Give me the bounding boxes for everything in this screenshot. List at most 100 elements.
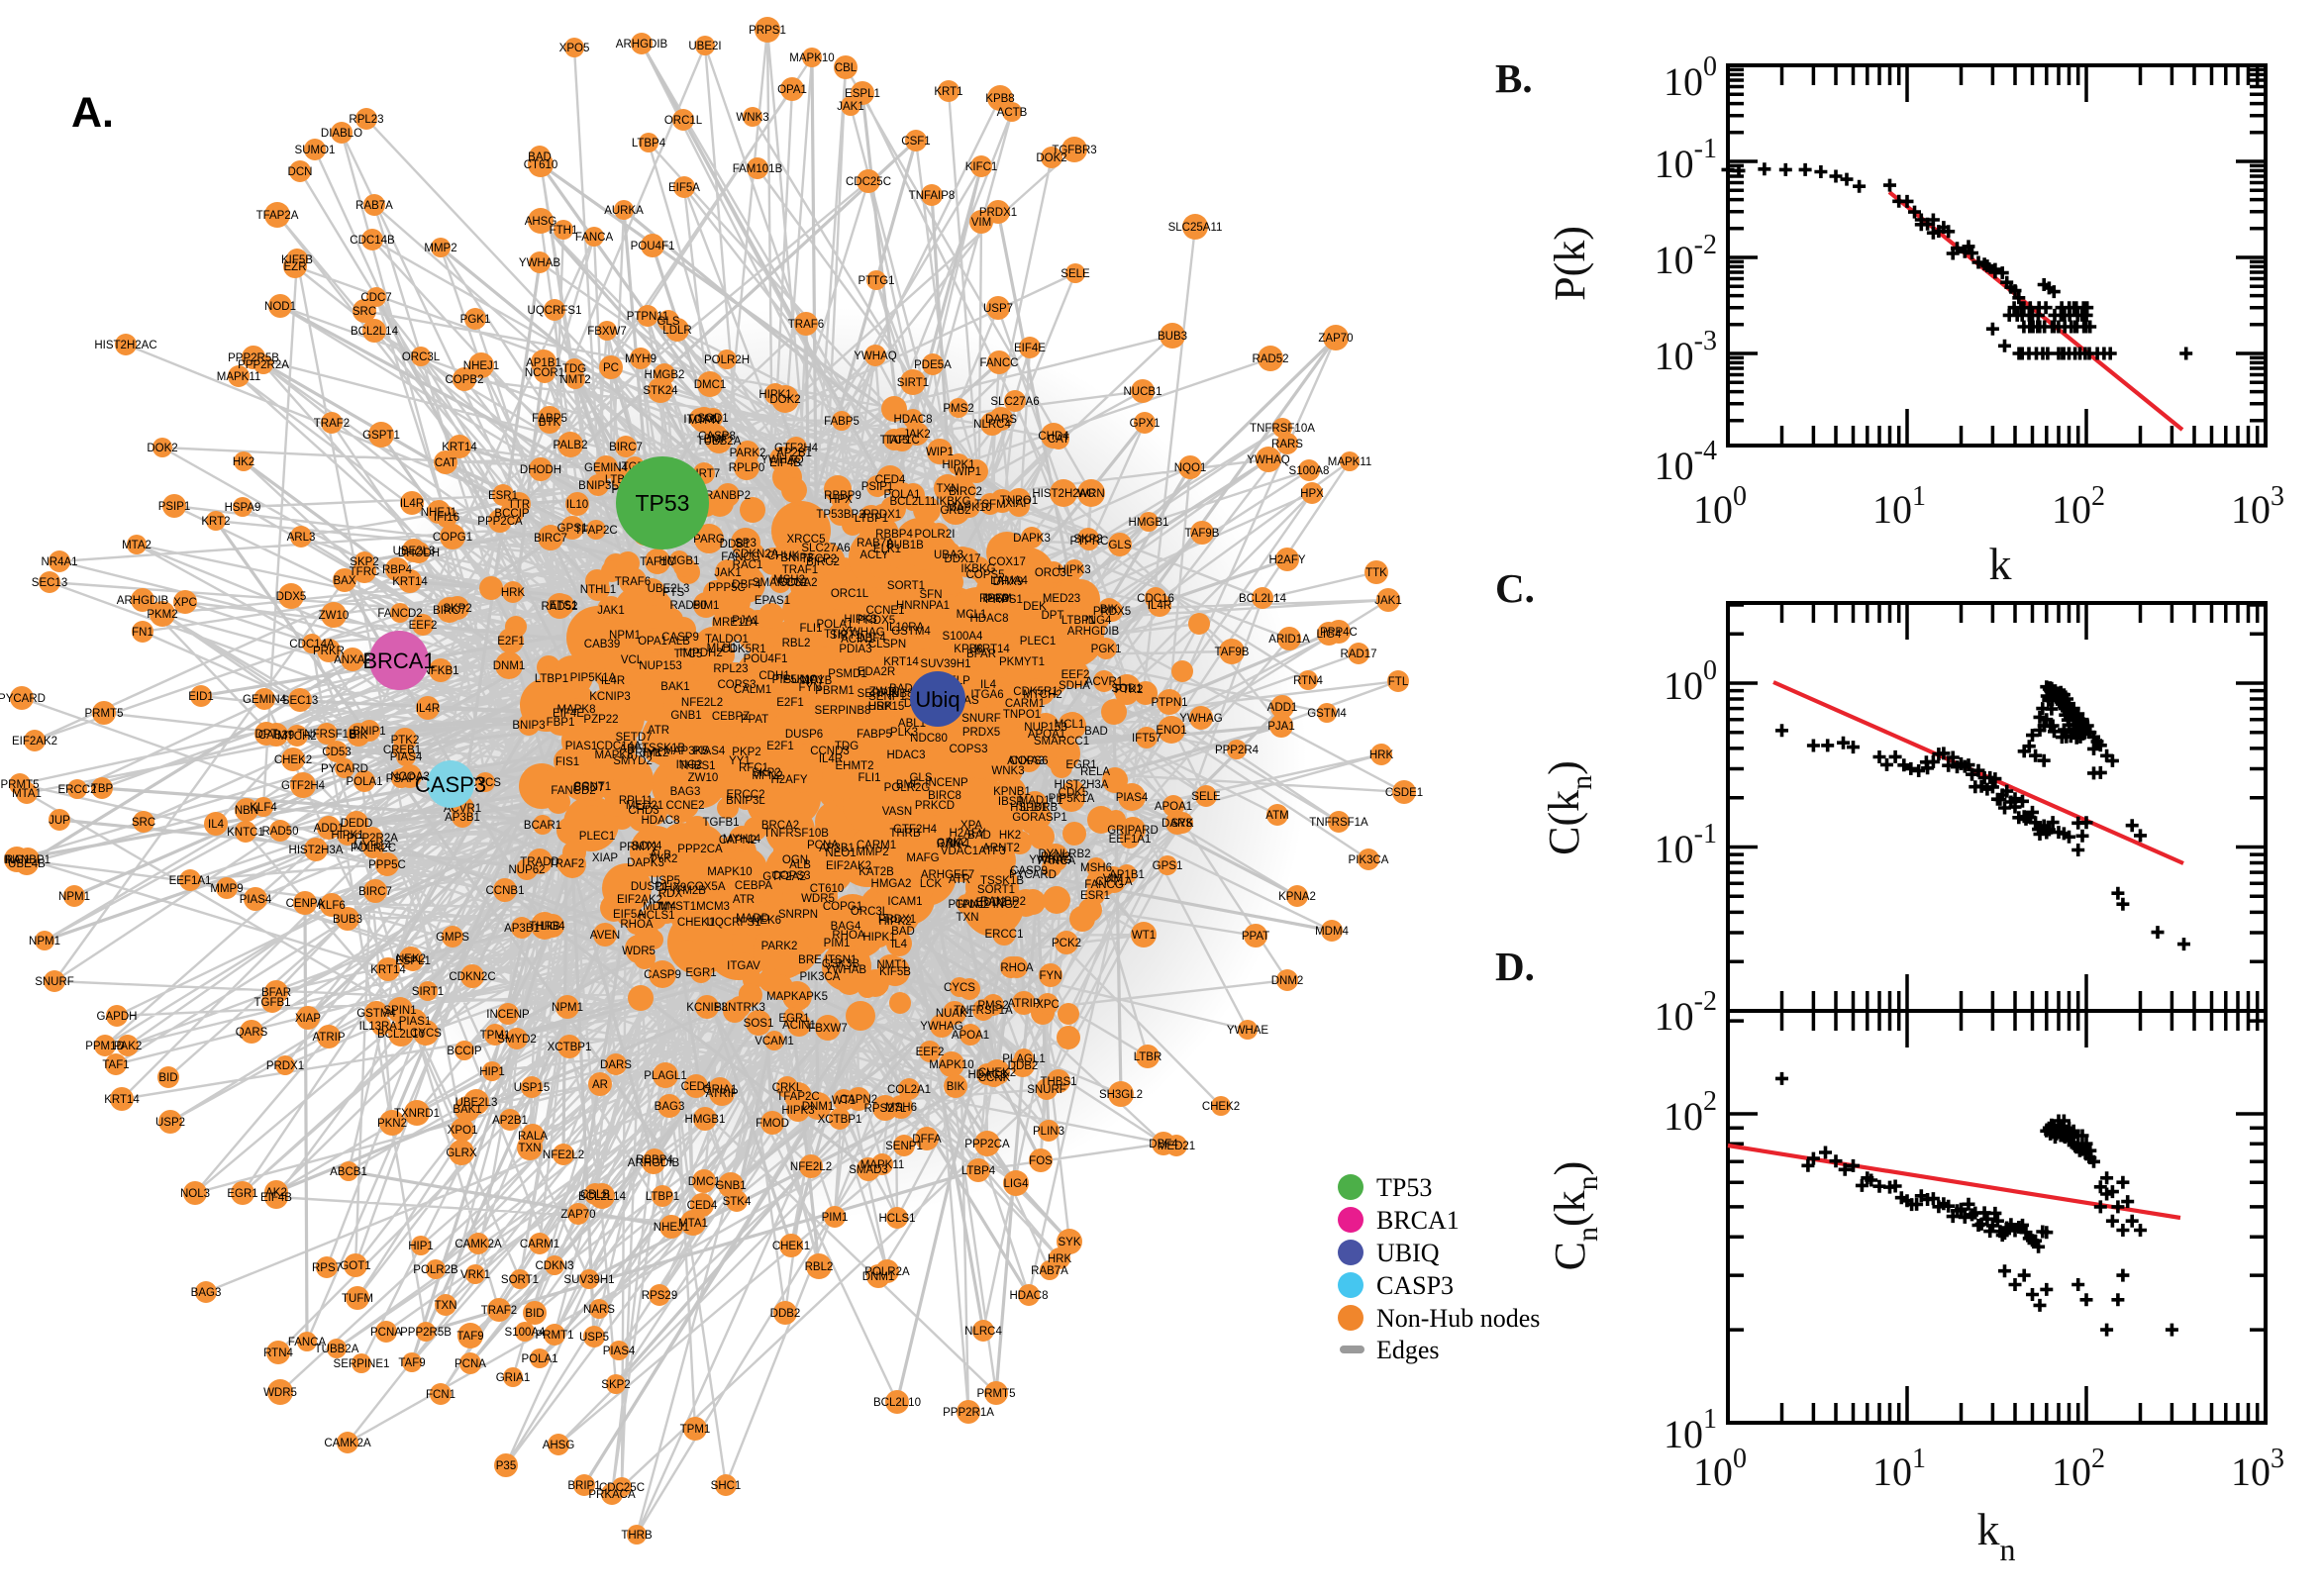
svg-text:ITGAV: ITGAV [727,960,760,972]
svg-text:SIRT1: SIRT1 [412,986,444,998]
svg-text:ESR1: ESR1 [488,490,518,502]
svg-text:DEK: DEK [1023,601,1047,613]
svg-text:TBP: TBP [91,783,114,795]
svg-text:Edges: Edges [1376,1336,1440,1364]
svg-text:SETD7: SETD7 [615,732,652,744]
svg-text:FLI1: FLI1 [858,772,880,784]
svg-text:IBSP: IBSP [998,796,1025,808]
svg-text:PPAT: PPAT [741,714,768,726]
svg-text:HCLS1: HCLS1 [878,1213,915,1225]
svg-text:MRE11A: MRE11A [712,617,757,629]
svg-text:BRCA2: BRCA2 [761,820,799,832]
svg-text:ATRIP: ATRIP [705,1088,738,1100]
svg-text:A.: A. [71,89,114,137]
svg-text:SUMO1: SUMO1 [295,145,336,156]
svg-text:CASP8: CASP8 [698,431,736,443]
svg-text:GPS1: GPS1 [557,523,588,535]
svg-text:WRN: WRN [1077,488,1104,500]
svg-text:PTPN11: PTPN11 [627,311,669,323]
svg-text:MMP9: MMP9 [210,883,243,895]
svg-text:HIPK1: HIPK1 [331,830,363,842]
svg-text:MAFG: MAFG [906,852,939,864]
svg-text:CDKN2C: CDKN2C [449,971,495,983]
svg-text:RFC1: RFC1 [739,762,768,774]
svg-text:GTF2H4: GTF2H4 [893,824,938,836]
svg-text:BMF: BMF [704,434,728,446]
svg-text:BAD: BAD [889,683,913,695]
svg-text:HDAC8: HDAC8 [970,613,1009,625]
svg-text:IL4R: IL4R [400,498,424,510]
svg-text:IL4: IL4 [208,819,225,831]
svg-text:TRAF2: TRAF2 [481,1305,517,1317]
svg-text:LIG4: LIG4 [1317,629,1343,641]
svg-text:INCENP: INCENP [925,777,968,789]
svg-text:P(k): P(k) [1546,226,1594,301]
svg-text:ABCB1: ABCB1 [330,1166,367,1178]
svg-text:AP2B1: AP2B1 [776,448,812,459]
svg-text:CDC14A: CDC14A [289,639,335,650]
svg-text:CAPN2: CAPN2 [840,1094,877,1106]
svg-text:FANCD2: FANCD2 [377,608,422,620]
svg-text:MED23: MED23 [1043,593,1080,605]
svg-text:CHEK1: CHEK1 [677,917,715,929]
svg-text:WDR5: WDR5 [263,1387,297,1399]
svg-text:RAB7A: RAB7A [355,200,393,212]
svg-text:HCLS1: HCLS1 [638,910,674,922]
svg-text:IL4: IL4 [980,679,997,691]
svg-text:HIPK1: HIPK1 [942,459,974,471]
svg-text:PIK3CA: PIK3CA [800,971,841,983]
svg-text:MSH2: MSH2 [773,574,805,586]
svg-text:RPS3: RPS3 [979,593,1009,605]
svg-text:HRK: HRK [868,701,893,713]
svg-text:CED4: CED4 [687,1200,718,1212]
svg-text:SENP1: SENP1 [885,1141,923,1152]
svg-text:SPIN1: SPIN1 [383,1005,416,1017]
svg-text:CAPN2: CAPN2 [719,835,757,847]
svg-text:SP3: SP3 [735,538,757,549]
svg-text:BCCIP: BCCIP [494,508,529,520]
svg-text:SMARCC1: SMARCC1 [1034,736,1089,748]
svg-text:GSTM4: GSTM4 [891,626,931,638]
svg-text:DAPK3: DAPK3 [1013,533,1051,545]
svg-text:FTH1: FTH1 [550,225,578,237]
svg-text:THRB: THRB [889,828,921,840]
svg-text:RANBP2: RANBP2 [705,490,751,502]
svg-text:WIP1: WIP1 [954,466,981,478]
svg-text:EEF2: EEF2 [409,620,438,632]
svg-text:PRDX1: PRDX1 [266,1060,304,1072]
svg-text:ADD1: ADD1 [314,823,345,835]
svg-text:GNB1: GNB1 [670,710,701,722]
svg-text:GRB2: GRB2 [940,505,970,517]
svg-text:DBF4: DBF4 [1149,1139,1178,1150]
svg-text:BFAR: BFAR [261,987,291,999]
svg-text:BID: BID [525,1308,544,1320]
svg-text:PCK2: PCK2 [1052,938,1081,949]
svg-text:PRKR: PRKR [313,646,345,657]
svg-text:XCTBP1: XCTBP1 [818,1114,862,1126]
svg-text:USP5: USP5 [579,1332,609,1344]
svg-text:COPS3: COPS3 [950,744,988,755]
svg-text:NLRC4: NLRC4 [964,1326,1002,1338]
svg-text:BIRC2: BIRC2 [806,556,840,568]
svg-text:ERCC2: ERCC2 [58,784,97,796]
svg-text:TPM1: TPM1 [680,1424,711,1436]
svg-text:GLS: GLS [909,772,932,784]
svg-text:ARHGDIB: ARHGDIB [117,595,169,607]
svg-text:LIG4: LIG4 [1004,1178,1030,1190]
svg-text:APOA1: APOA1 [1028,729,1065,741]
svg-text:TUBB2A: TUBB2A [315,1344,359,1355]
svg-text:DPT: DPT [1042,610,1064,622]
svg-text:EDA2R: EDA2R [858,666,895,678]
svg-text:XRCC5: XRCC5 [787,534,826,546]
svg-text:GLRX: GLRX [446,1147,477,1159]
svg-text:EEF2: EEF2 [1061,669,1090,681]
svg-text:C.: C. [1495,565,1535,611]
svg-text:GTF2A2: GTF2A2 [762,871,805,883]
svg-text:BIRC8: BIRC8 [928,790,961,802]
svg-text:TTC5: TTC5 [880,435,909,447]
svg-text:TAF9: TAF9 [398,1357,425,1369]
svg-text:THRB: THRB [621,1530,653,1542]
svg-text:ATR: ATR [648,725,669,737]
svg-text:GSTM4: GSTM4 [1307,708,1347,720]
svg-text:RANBP1: RANBP1 [5,854,50,866]
